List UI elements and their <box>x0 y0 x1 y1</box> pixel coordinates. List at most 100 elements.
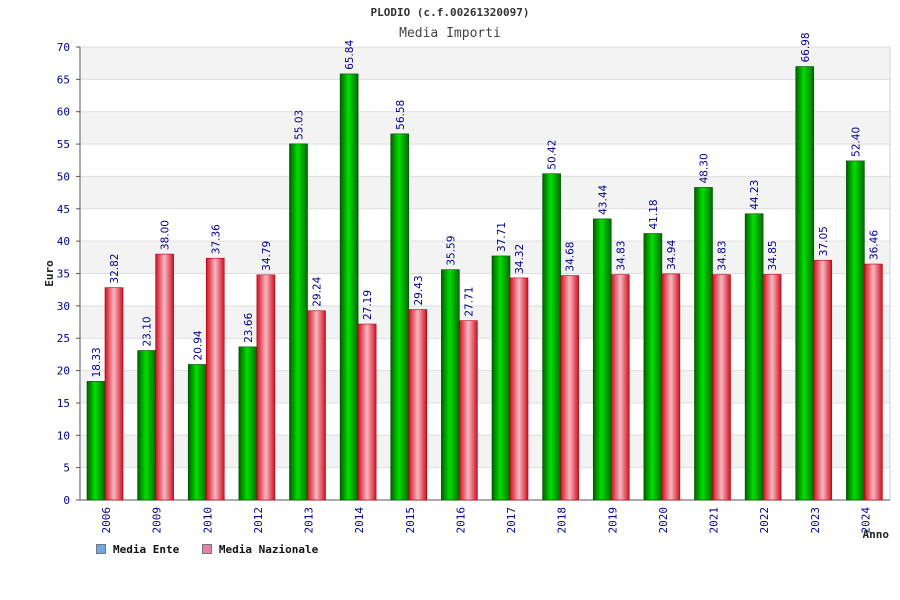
data-label: 41.18 <box>648 199 660 229</box>
media-nazionale-bar <box>155 253 174 501</box>
data-label: 44.23 <box>749 180 761 210</box>
data-label: 35.59 <box>445 236 457 266</box>
x-tick-label: 2010 <box>201 507 214 534</box>
media-nazionale-bar <box>762 274 782 501</box>
x-tick-label: 2012 <box>252 507 265 534</box>
chart-title: PLODIO (c.f.00261320097) <box>370 6 530 19</box>
x-tick-label: 2023 <box>809 507 822 534</box>
media-ente-bar <box>542 173 561 501</box>
data-label: 18.33 <box>91 347 103 377</box>
media-nazionale-bar <box>357 323 377 501</box>
x-tick-label: 2017 <box>505 507 518 534</box>
media-ente-bar <box>187 364 207 501</box>
y-tick-label: 55 <box>57 138 70 151</box>
data-label: 32.82 <box>109 254 121 284</box>
data-label: 23.66 <box>243 313 255 343</box>
y-axis-title: Euro <box>43 260 56 287</box>
y-tick-label: 40 <box>57 235 70 248</box>
media-ente-bar <box>846 160 865 501</box>
data-label: 66.98 <box>800 32 812 62</box>
media-nazionale-bar <box>256 274 276 501</box>
x-axis-title: Anno <box>863 528 890 541</box>
legend-swatch-media-nazionale <box>201 544 212 554</box>
media-nazionale-bar <box>661 273 681 501</box>
grid-band <box>81 47 889 80</box>
media-nazionale-bar <box>712 274 731 501</box>
data-label: 34.83 <box>615 241 627 271</box>
x-tick-label: 2016 <box>454 507 467 534</box>
media-nazionale-bar <box>610 274 630 501</box>
legend-item-media-ente: Media Ente <box>96 543 179 556</box>
media-ente-bar <box>643 233 663 501</box>
y-tick-label: 70 <box>57 41 70 54</box>
legend-label-media-nazionale: Media Nazionale <box>218 543 319 556</box>
data-label: 34.68 <box>565 242 577 272</box>
data-label: 27.71 <box>463 287 475 317</box>
media-nazionale-bar <box>205 257 225 501</box>
data-label: 20.94 <box>192 330 204 360</box>
y-tick-label: 35 <box>57 268 70 281</box>
data-label: 34.32 <box>514 244 526 274</box>
x-tick-label: 2006 <box>100 507 113 534</box>
x-tick-label: 2022 <box>758 507 771 534</box>
y-tick-label: 15 <box>57 397 70 410</box>
media-ente-bar <box>491 255 511 501</box>
data-label: 37.36 <box>210 224 222 254</box>
media-nazionale-bar <box>813 259 833 501</box>
data-label: 36.46 <box>868 230 880 260</box>
media-ente-bar <box>86 381 106 501</box>
data-label: 34.79 <box>261 241 273 271</box>
media-ente-bar <box>390 133 410 501</box>
media-nazionale-bar <box>459 320 478 501</box>
data-label: 34.83 <box>717 241 729 271</box>
media-ente-bar <box>744 213 764 501</box>
y-tick-label: 60 <box>57 106 70 119</box>
legend-item-media-nazionale: Media Nazionale <box>201 543 319 556</box>
y-tick-label: 0 <box>63 494 70 507</box>
data-label: 56.58 <box>395 100 407 130</box>
x-tick-label: 2014 <box>353 507 366 534</box>
data-label: 34.85 <box>767 240 779 270</box>
media-nazionale-bar <box>104 287 124 501</box>
x-tick-label: 2018 <box>556 507 569 534</box>
data-label: 34.94 <box>666 240 678 270</box>
data-label: 65.84 <box>344 40 356 70</box>
y-tick-label: 10 <box>57 429 70 442</box>
data-label: 38.00 <box>160 220 172 250</box>
x-tick-label: 2015 <box>404 507 417 534</box>
data-label: 48.30 <box>699 153 711 183</box>
media-nazionale-bar <box>307 310 326 501</box>
data-label: 23.10 <box>142 316 154 346</box>
media-ente-bar <box>592 218 612 501</box>
x-tick-label: 2024 <box>859 507 872 534</box>
data-label: 27.19 <box>362 290 374 320</box>
x-tick-label: 2020 <box>657 507 670 534</box>
grid-band <box>81 111 889 145</box>
y-tick-label: 45 <box>57 203 70 216</box>
data-label: 52.40 <box>850 127 862 157</box>
x-tick-label: 2009 <box>151 507 164 534</box>
legend-swatch-media-ente <box>96 544 106 554</box>
media-ente-bar <box>339 73 359 501</box>
y-tick-label: 20 <box>57 365 70 378</box>
data-label: 55.03 <box>294 110 306 140</box>
media-ente-bar <box>289 143 308 501</box>
data-label: 43.44 <box>597 185 609 215</box>
media-nazionale-bar <box>560 275 579 501</box>
data-label: 50.42 <box>547 140 559 170</box>
x-tick-label: 2019 <box>606 507 619 534</box>
data-label: 29.43 <box>413 275 425 305</box>
x-tick-label: 2013 <box>303 507 316 534</box>
data-label: 37.71 <box>496 222 508 252</box>
x-tick-label: 2021 <box>708 507 721 534</box>
y-tick-label: 25 <box>57 332 70 345</box>
media-ente-bar <box>795 66 815 501</box>
media-ente-bar <box>137 350 156 501</box>
media-nazionale-bar <box>509 277 529 501</box>
media-nazionale-bar <box>408 309 428 501</box>
legend-label-media-ente: Media Ente <box>113 543 180 556</box>
chart-legend: Media Ente Media Nazionale <box>96 543 334 556</box>
data-label: 37.05 <box>818 226 830 256</box>
media-ente-bar <box>441 269 460 501</box>
